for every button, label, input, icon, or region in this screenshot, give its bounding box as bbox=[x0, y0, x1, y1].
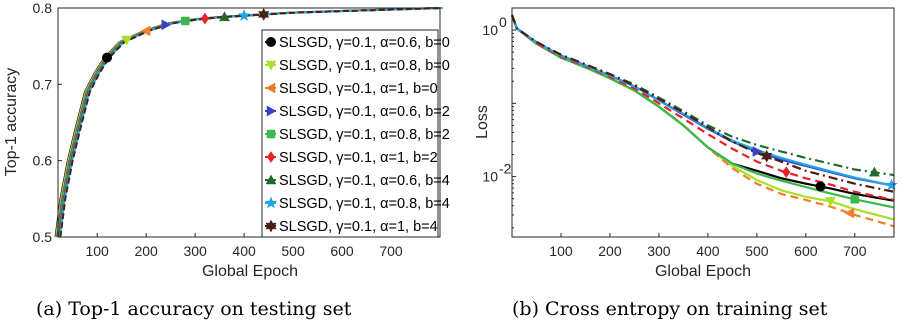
panel-b-caption: (b) Cross entropy on training set bbox=[512, 298, 828, 320]
panel-a-legend-entry-5: SLSGD, γ=0.1, α=0.8, b=2 bbox=[279, 127, 450, 143]
panel-a-legend-entry-6: SLSGD, γ=0.1, α=1, b=2 bbox=[279, 150, 438, 166]
panel-b-series-marker-3 bbox=[844, 207, 855, 219]
panel-b-series-line-4 bbox=[510, 14, 895, 187]
panel-b-xtick-label-600: 600 bbox=[794, 243, 818, 259]
panel-a-series-marker-2 bbox=[121, 35, 132, 46]
panel-a-ylabel: Top-1 accuracy bbox=[3, 68, 20, 177]
panel-b-series-line-6 bbox=[510, 14, 895, 202]
panel-b-ytick-label-0: 10 bbox=[482, 22, 498, 38]
panel-a-plot-area bbox=[54, 7, 443, 238]
panel-a-xtick-label-200: 200 bbox=[134, 243, 158, 259]
panel-b-series-line-8 bbox=[510, 14, 895, 187]
panel-a-xtick-label-700: 700 bbox=[379, 243, 403, 259]
panel-b-xtick-label-300: 300 bbox=[647, 243, 671, 259]
panel-a-legend-marker-4 bbox=[266, 105, 277, 117]
panel-b-series-marker-7 bbox=[868, 166, 880, 177]
panel-a-legend: SLSGD, γ=0.1, α=0.6, b=0 SLSGD, γ=0.1, α=… bbox=[261, 29, 450, 238]
panel-b-series-line-9 bbox=[510, 14, 895, 193]
panel-b-ytick-exponent-0: 0 bbox=[499, 14, 507, 30]
panel-a-xtick-label-500: 500 bbox=[281, 243, 305, 259]
panel-a-axes-frame bbox=[57, 7, 441, 238]
panel-a-xtick-label-600: 600 bbox=[330, 243, 354, 259]
panel-a-series-marker-4 bbox=[161, 19, 172, 31]
panel-b-ytick-label-1: 10 bbox=[482, 169, 498, 185]
panel-a-legend-entry-3: SLSGD, γ=0.1, α=1, b=0 bbox=[279, 81, 438, 97]
panel-a-legend-entry-8: SLSGD, γ=0.1, α=0.8, b=4 bbox=[279, 196, 450, 212]
panel-a-legend-marker-6 bbox=[266, 151, 276, 163]
panel-b-series-marker-2 bbox=[824, 197, 836, 207]
panel-a-xtick-label-300: 300 bbox=[183, 243, 207, 259]
panel-b-series-marker-5 bbox=[850, 195, 860, 204]
panel-a-ytick-label-2: 0.7 bbox=[33, 76, 53, 92]
panel-b-xtick-label-500: 500 bbox=[745, 243, 769, 259]
panel-a-ticks: 100 200 300 400 500 600 700 0.5 0.6 0.7 0.8 bbox=[33, 0, 403, 259]
panel-a-legend-marker-2 bbox=[265, 60, 277, 71]
panel-b-axes-frame bbox=[511, 7, 895, 238]
panel-a-xlabel: Global Epoch bbox=[202, 263, 298, 280]
panel-b-series-marker-1 bbox=[815, 181, 826, 192]
panel-a-series-marker-1 bbox=[101, 52, 112, 63]
panel-a-legend-marker-3 bbox=[265, 82, 276, 94]
panel-b-xtick-label-200: 200 bbox=[598, 243, 622, 259]
panel-a-ytick-label-0: 0.5 bbox=[33, 229, 53, 245]
panel-b-series-marker-8 bbox=[885, 178, 898, 191]
panel-a-series-marker-5 bbox=[181, 16, 190, 26]
panel-a-ytick-label-3: 0.8 bbox=[33, 0, 53, 16]
panel-a-legend-marker-1 bbox=[266, 37, 276, 47]
panel-a-caption: (a) Top-1 accuracy on testing set bbox=[36, 298, 352, 320]
panel-a-series-marker-8 bbox=[237, 8, 251, 22]
panel-a-ytick-label-1: 0.6 bbox=[33, 153, 53, 169]
panel-a-xtick-label-100: 100 bbox=[85, 243, 109, 259]
panel-b-plot-area bbox=[510, 14, 898, 228]
panel-b-xlabel: Global Epoch bbox=[655, 263, 751, 280]
panel-b-ylabel: Loss bbox=[474, 105, 491, 139]
panel-a-legend-marker-7 bbox=[265, 174, 277, 185]
panel-a-legend-marker-8 bbox=[264, 196, 278, 209]
panel-a-legend-marker-9 bbox=[265, 219, 277, 233]
panel-b-xtick-label-100: 100 bbox=[549, 243, 573, 259]
panel-b-series-marker-4 bbox=[752, 146, 763, 157]
panel-a-legend-box bbox=[261, 29, 439, 238]
panel-a-legend-entry-7: SLSGD, γ=0.1, α=0.6, b=4 bbox=[279, 173, 450, 189]
panel-a-legend-entry-1: SLSGD, γ=0.1, α=0.6, b=0 bbox=[279, 35, 450, 51]
panel-b-xtick-label-700: 700 bbox=[843, 243, 867, 259]
panel-a-legend-entry-4: SLSGD, γ=0.1, α=0.6, b=2 bbox=[279, 104, 450, 120]
panel-a-series-line-9 bbox=[59, 7, 443, 238]
panel-a-legend-entry-2: SLSGD, γ=0.1, α=0.8, b=0 bbox=[279, 58, 450, 74]
panel-a-accuracy-chart: 100 200 300 400 500 600 700 0.5 0.6 0.7 0.8 Global… bbox=[3, 0, 450, 320]
panel-a-series-marker-3 bbox=[140, 25, 151, 37]
panel-a-series-marker-7 bbox=[219, 11, 230, 22]
panel-b-series-line-7 bbox=[510, 14, 895, 177]
panel-a-legend-entry-9: SLSGD, γ=0.1, α=1, b=4 bbox=[279, 219, 438, 235]
panel-b-series-marker-6 bbox=[782, 166, 791, 179]
panel-b-series-marker-9 bbox=[760, 149, 773, 163]
panel-a-series-marker-9 bbox=[258, 7, 270, 21]
panel-b-ytick-exponent-1: -2 bbox=[499, 161, 512, 177]
panel-a-legend-marker-5 bbox=[266, 129, 276, 139]
panel-a-xtick-label-400: 400 bbox=[232, 243, 256, 259]
panel-b-xtick-label-400: 400 bbox=[696, 243, 720, 259]
panel-a-series-marker-6 bbox=[200, 12, 209, 25]
